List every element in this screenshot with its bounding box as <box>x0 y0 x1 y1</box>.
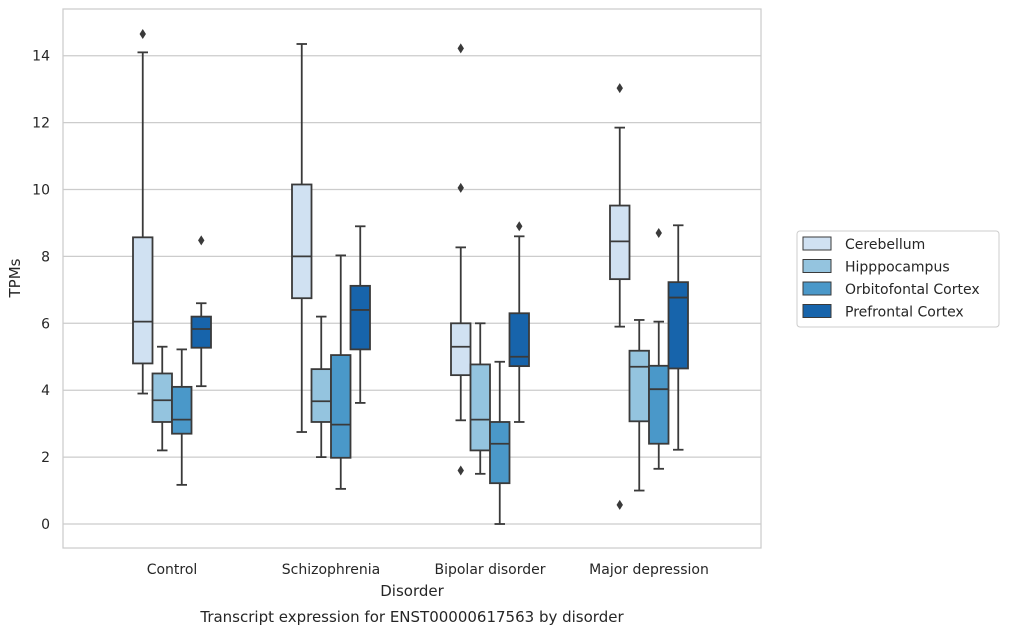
box-hipppocampus-major-depression <box>628 319 650 492</box>
y-tick-label: 8 <box>41 249 50 265</box>
outlier-point <box>516 221 523 232</box>
y-tick-label: 12 <box>32 116 50 132</box>
iqr-box <box>171 385 193 435</box>
iqr-box <box>648 364 670 445</box>
x-tick-label: Bipolar disorder <box>434 562 545 578</box>
iqr-box <box>450 322 472 377</box>
box-prefrontal-cortex-control <box>190 235 212 388</box>
x-tick-label: Control <box>147 562 198 578</box>
x-tick-labels: Control Schizophrenia Bipolar disorder Majo… <box>147 562 709 578</box>
box-hipppocampus-bipolar-disorder <box>469 322 491 475</box>
box-orbitofontal-cortex-bipolar-disorder <box>489 360 511 525</box>
iqr-box <box>190 315 212 349</box>
box-orbitofontal-cortex-schizophrenia <box>330 254 352 490</box>
iqr-box <box>489 421 511 485</box>
legend-label: Hipppocampus <box>845 260 950 276</box>
box-prefrontal-cortex-bipolar-disorder <box>508 221 530 423</box>
iqr-box <box>132 236 154 365</box>
box-cerebellum-major-depression <box>609 83 631 510</box>
iqr-box <box>469 363 491 452</box>
box-cerebellum-schizophrenia <box>291 43 313 433</box>
box-cerebellum-bipolar-disorder <box>450 43 472 476</box>
iqr-box <box>628 349 650 423</box>
legend-swatch <box>802 304 832 318</box>
iqr-box <box>508 312 530 368</box>
y-tick-label: 4 <box>41 383 50 399</box>
iqr-box <box>291 183 313 300</box>
box-plots <box>132 28 689 525</box>
iqr-box <box>310 368 332 423</box>
iqr-box <box>667 281 689 370</box>
box-hipppocampus-schizophrenia <box>310 315 332 459</box>
x-tick-label: Schizophrenia <box>282 562 380 578</box>
x-tick-label: Major depression <box>589 562 709 578</box>
grid-lines <box>63 55 761 525</box>
legend-label: Cerebellum <box>845 237 925 253</box>
legend-swatch <box>802 236 832 251</box>
y-tick-label: 10 <box>32 183 50 199</box>
y-tick-label: 6 <box>41 316 50 332</box>
outlier-point <box>655 227 662 238</box>
legend-items: Cerebellum Hipppocampus Orbitofontal Corte… <box>802 236 980 321</box>
legend-swatch <box>802 259 832 273</box>
outlier-point <box>616 83 623 94</box>
box-orbitofontal-cortex-control <box>171 348 193 486</box>
box-prefrontal-cortex-schizophrenia <box>349 225 371 404</box>
iqr-box <box>151 372 173 423</box>
iqr-box <box>609 204 631 281</box>
box-cerebellum-control <box>132 28 154 395</box>
box-prefrontal-cortex-major-depression <box>667 224 689 451</box>
iqr-box <box>349 284 371 351</box>
x-axis-title: Disorder <box>380 582 444 600</box>
box-orbitofontal-cortex-major-depression <box>648 227 670 470</box>
chart-caption: Transcript expression for ENST0000061756… <box>199 608 624 626</box>
iqr-box <box>330 354 352 459</box>
y-tick-label: 2 <box>41 450 50 466</box>
y-tick-label: 14 <box>32 49 50 65</box>
y-axis-title: TPMs <box>6 258 24 298</box>
plot-frame <box>62 8 762 549</box>
outlier-point <box>198 235 205 246</box>
legend-swatch <box>802 281 832 296</box>
legend-frame <box>796 230 1000 328</box>
outlier-point <box>139 28 146 39</box>
box-hipppocampus-control <box>151 345 173 452</box>
outlier-point <box>457 43 464 54</box>
outlier-point <box>457 465 464 476</box>
y-tick-labels: 0 2 4 6 8 10 12 14 <box>32 49 50 533</box>
outlier-point <box>616 499 623 510</box>
outlier-point <box>457 182 464 193</box>
legend: Cerebellum Hipppocampus Orbitofontal Corte… <box>796 230 1000 328</box>
legend-label: Orbitofontal Cortex <box>845 282 980 298</box>
legend-label: Prefrontal Cortex <box>845 305 964 321</box>
y-tick-label: 0 <box>41 517 50 533</box>
